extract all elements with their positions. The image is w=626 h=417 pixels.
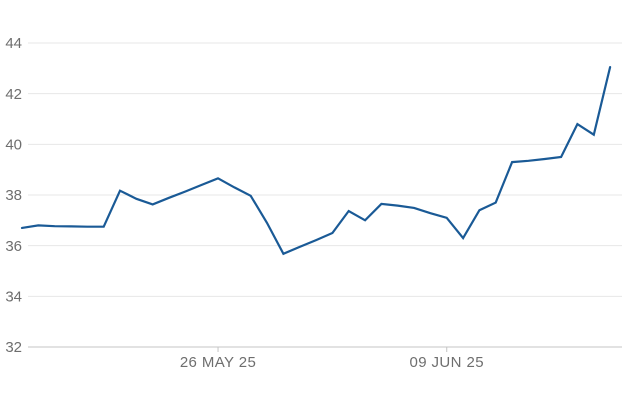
y-axis-tick-label: 34 [5,288,22,305]
price-series-line [20,65,612,256]
y-axis-tick-label: 32 [5,339,22,356]
y-axis-tick-label: 44 [5,35,22,52]
y-axis-tick-label: 40 [5,136,22,153]
x-axis-tick-label: 09 JUN 25 [409,354,483,371]
x-axis-tick-label: 26 MAY 25 [180,354,256,371]
y-axis-tick-label: 42 [5,86,22,103]
y-axis-tick-label: 36 [5,238,22,255]
y-axis-tick-label: 38 [5,187,22,204]
